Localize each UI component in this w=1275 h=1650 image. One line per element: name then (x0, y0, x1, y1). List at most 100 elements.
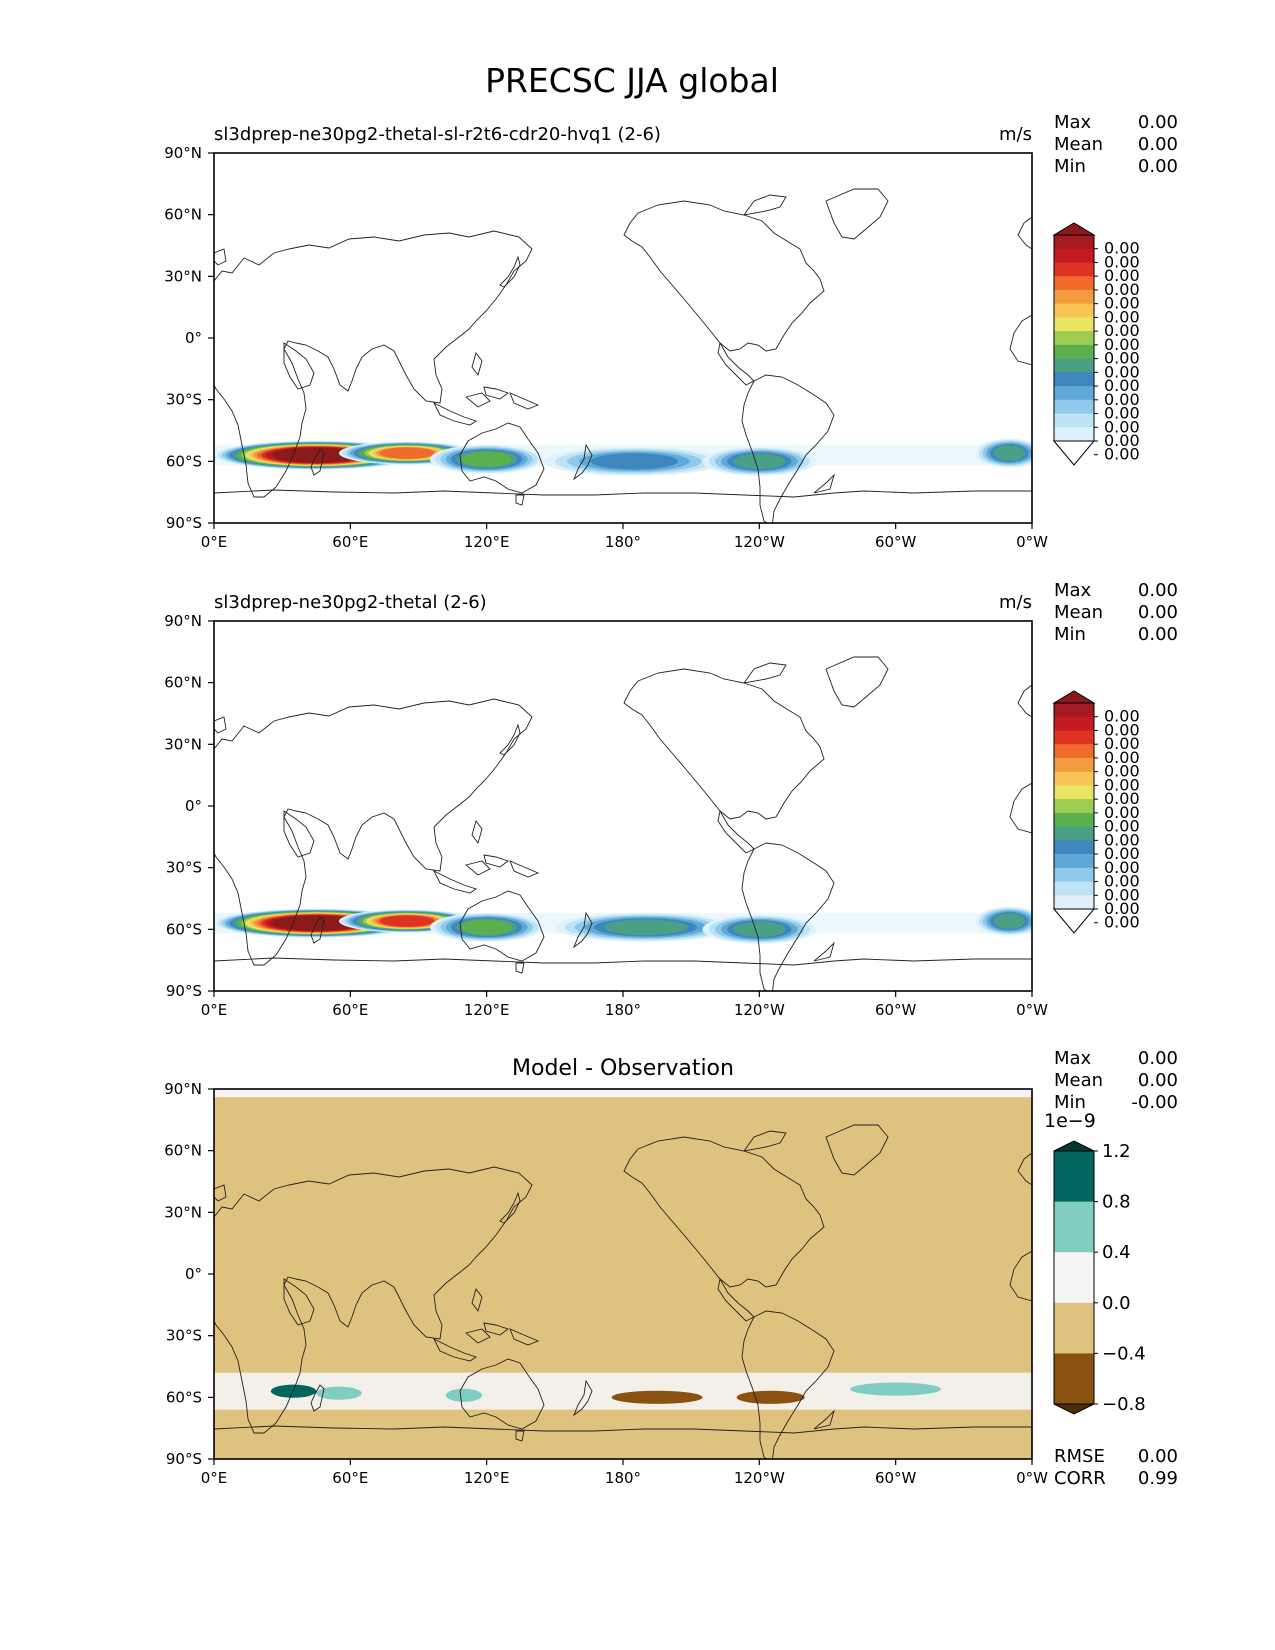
colorbar-max-extend (1052, 222, 1096, 236)
y-tick-label-6: 90°S (166, 982, 202, 1000)
storm-track-blob-3-level-4 (590, 453, 678, 470)
colorbar-tick-label-13: 0.00 (1104, 885, 1140, 904)
colorbar-tick-label-7: 0.00 (1104, 803, 1140, 822)
stat-label-mean: Mean (1054, 602, 1103, 623)
y-tick-label-0: 90°N (164, 1080, 202, 1098)
stat-label-min: Min (1054, 624, 1086, 645)
y-tick-label-0: 90°N (164, 144, 202, 162)
x-tick-label-5: 60°W (875, 1001, 917, 1019)
colorbar-bin-4 (1054, 1353, 1094, 1405)
storm-track-blob-2-level-6 (461, 451, 512, 467)
colorbar-bin-12 (1054, 399, 1094, 415)
colorbar-bin-11 (1054, 854, 1094, 869)
y-tick-label-2: 30°N (164, 735, 202, 753)
colorbar-bin-1 (1054, 1201, 1094, 1253)
colorbar-tick-label-14: 0.00 (1104, 899, 1140, 918)
y-tick-label-5: 60°S (166, 920, 202, 938)
colorbar-bin-13 (1054, 881, 1094, 896)
metric-label-corr: CORR (1054, 1468, 1106, 1489)
colorbar-bin-3 (1054, 276, 1094, 291)
panel-difference-title: Model - Observation (512, 1056, 734, 1081)
x-tick-label-1: 60°E (332, 1001, 368, 1019)
colorbar-max-extend (1052, 690, 1096, 704)
colorbar-bin-8 (1054, 344, 1094, 360)
x-tick-label-0: 0°E (201, 1001, 228, 1019)
stat-value-min: 0.00 (1138, 624, 1178, 645)
x-tick-label-2: 120°E (464, 1469, 510, 1487)
stat-value-mean: 0.00 (1138, 134, 1178, 155)
y-tick-label-0: 90°N (164, 612, 202, 630)
colorbar-tick-label-0: 1.2 (1102, 1141, 1131, 1162)
colorbar-tick-label-2: 0.00 (1104, 266, 1140, 285)
colorbar-bin-2 (1054, 730, 1094, 745)
colorbar-tick-label-12: 0.00 (1104, 872, 1140, 891)
stat-label-mean: Mean (1054, 134, 1103, 155)
colorbar-bin-13 (1054, 413, 1094, 428)
colorbar-min-extend (1053, 1403, 1095, 1415)
y-tick-label-2: 30°N (164, 267, 202, 285)
colorbar-tick-label-6: 0.00 (1104, 789, 1140, 808)
colorbar-tick-label-0: 0.00 (1104, 239, 1140, 258)
y-tick-label-3: 0° (185, 1265, 202, 1283)
panel-reference-axes: 0°E 60°E 120°E 180° 120°W 60°W 0°W 90°N 60°N 30°N… (164, 612, 1048, 1019)
diff-anomaly-5 (850, 1382, 942, 1396)
stat-value-max: 0.00 (1138, 112, 1178, 133)
colorbar-tick-label-9: 0.00 (1104, 830, 1140, 849)
colorbar-tick-label-3: 0.00 (1104, 280, 1140, 299)
colorbar-bin-12 (1054, 867, 1094, 883)
metric-label-rmse: RMSE (1054, 1446, 1105, 1467)
x-tick-label-1: 60°E (332, 533, 368, 551)
x-tick-label-6: 0°W (1016, 533, 1048, 551)
x-tick-label-1: 60°E (332, 1469, 368, 1487)
colorbar-tick-label-12: 0.00 (1104, 404, 1140, 423)
x-tick-label-3: 180° (605, 1469, 641, 1487)
colorbar-tick-label-1: 0.8 (1102, 1192, 1131, 1213)
colorbar-min-extend (1052, 908, 1096, 934)
colorbar-tick-label-11: 0.00 (1104, 390, 1140, 409)
panel-test-stats: Max 0.00 Mean 0.00 Min 0.00 (1054, 112, 1178, 177)
stat-value-max: 0.00 (1138, 1048, 1178, 1069)
colorbar-tick-label-2: 0.00 (1104, 734, 1140, 753)
colorbar-bin-6 (1054, 785, 1094, 800)
colorbar-bin-0 (1054, 703, 1094, 718)
metric-value-corr: 0.99 (1138, 1468, 1178, 1489)
x-tick-label-6: 0°W (1016, 1001, 1048, 1019)
y-tick-label-3: 0° (185, 329, 202, 347)
panel-difference-axes: 0°E 60°E 120°E 180° 120°W 60°W 0°W 90°N 60°N 30°N… (164, 1080, 1048, 1487)
colorbar-tick-label-6: 0.00 (1104, 321, 1140, 340)
colorbar-bin-1 (1054, 716, 1094, 731)
storm-track-blob-2-level-6 (461, 919, 512, 935)
colorbar-tick-label-4: 0.00 (1104, 762, 1140, 781)
colorbar-tick-label-7: 0.00 (1104, 335, 1140, 354)
colorbar-min-extend (1052, 440, 1096, 466)
panel-difference: Model - Observation 0°E 60°E 120°E 180° 120°… (164, 1048, 1178, 1489)
colorbar-bin-0 (1054, 1151, 1094, 1203)
y-tick-label-6: 90°S (166, 514, 202, 532)
colorbar-tick-label-5: −0.8 (1102, 1394, 1146, 1415)
stat-value-max: 0.00 (1138, 580, 1178, 601)
panel-difference-metrics: RMSE 0.00 CORR 0.99 (1054, 1446, 1178, 1489)
colorbar-tick-label-4: −0.4 (1102, 1343, 1146, 1364)
y-tick-label-5: 60°S (166, 452, 202, 470)
colorbar-tick-label-1: 0.00 (1104, 720, 1140, 739)
colorbar-bin-7 (1054, 799, 1094, 814)
panel-test-title-left: sl3dprep-ne30pg2-thetal-sl-r2t6-cdr20-hv… (214, 124, 661, 145)
storm-track-blob-4-level-5 (733, 453, 786, 470)
colorbar-bin-14 (1054, 895, 1094, 910)
panel-test-axes: 0°E 60°E 120°E 180° 120°W 60°W 0°W 90°N 60°N 30°N… (164, 144, 1048, 551)
storm-track-blob-5-level-5 (993, 445, 1025, 461)
colorbar-tick-label-9: 0.00 (1104, 362, 1140, 381)
panel-test: sl3dprep-ne30pg2-thetal-sl-r2t6-cdr20-hv… (164, 112, 1178, 551)
colorbar-tick-label-5: 0.00 (1104, 307, 1140, 326)
panel-difference-colorbar: 1.2 0.8 0.4 0.0 −0.4 −0.8 (1053, 1140, 1146, 1415)
panel-reference-colorbar: 0.000.000.000.000.000.000.000.000.000.00… (1052, 690, 1140, 934)
colorbar-tick-label-3: 0.00 (1104, 748, 1140, 767)
colorbar-bin-6 (1054, 317, 1094, 332)
colorbar-bin-11 (1054, 386, 1094, 401)
panel-reference-title-left: sl3dprep-ne30pg2-thetal (2-6) (214, 592, 487, 613)
colorbar-frame (1053, 1150, 1095, 1405)
storm-track-blob-3-level-5 (604, 919, 688, 936)
colorbar-tick-label-0: 0.00 (1104, 707, 1140, 726)
colorbar-bin-1 (1054, 248, 1094, 263)
stat-label-min: Min (1054, 1092, 1086, 1113)
